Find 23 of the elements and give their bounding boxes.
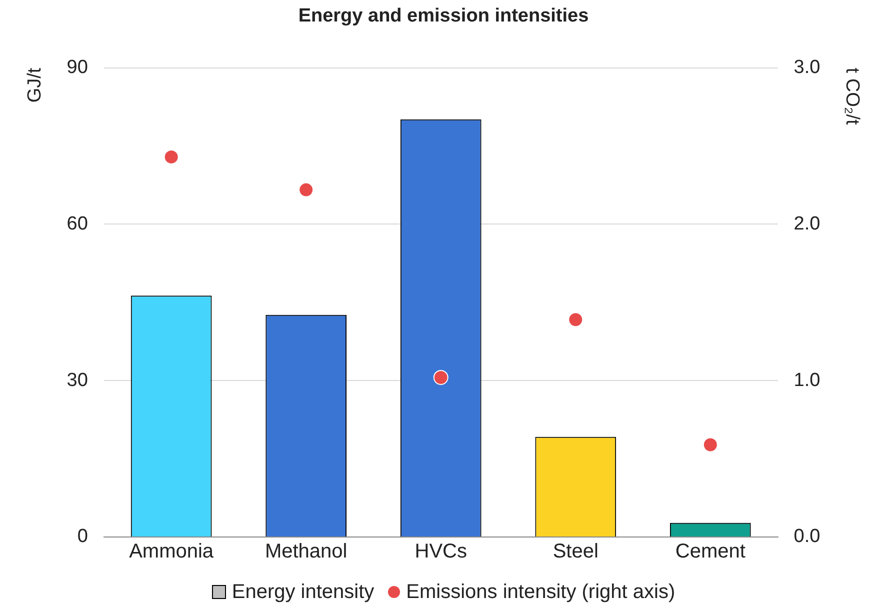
y-axis-title: GJ/t bbox=[24, 67, 46, 103]
text: Energy intensity bbox=[232, 580, 374, 604]
y2-tick-label: 0.0 bbox=[794, 526, 820, 548]
point bbox=[433, 370, 448, 385]
point bbox=[164, 149, 179, 164]
point bbox=[568, 312, 584, 328]
x-tick-label: Ammonia bbox=[129, 540, 214, 563]
y2-tick-label: 2.0 bbox=[794, 213, 820, 234]
x-tick-label: Methanol bbox=[264, 540, 348, 563]
y-tick-label: 0 bbox=[77, 526, 88, 548]
y-tick-label: 30 bbox=[66, 370, 88, 391]
legend-label: Emissions intensity (right axis) bbox=[406, 580, 676, 604]
y2-tick-label: 1.0 bbox=[794, 370, 820, 391]
y2-tick-label: 3.0 bbox=[794, 57, 820, 78]
y2-axis-title: t CO₂/t bbox=[841, 68, 862, 126]
y-tick-label: 90 bbox=[66, 57, 88, 78]
point bbox=[702, 437, 718, 452]
x-tick-label: Cement bbox=[675, 540, 746, 563]
y-tick-label: 60 bbox=[66, 213, 88, 234]
point bbox=[298, 182, 314, 198]
chart-title: Energy and emission intensities bbox=[298, 6, 589, 27]
x-tick-label: Steel bbox=[552, 540, 598, 563]
x-tick-label: HVCs bbox=[414, 540, 467, 563]
